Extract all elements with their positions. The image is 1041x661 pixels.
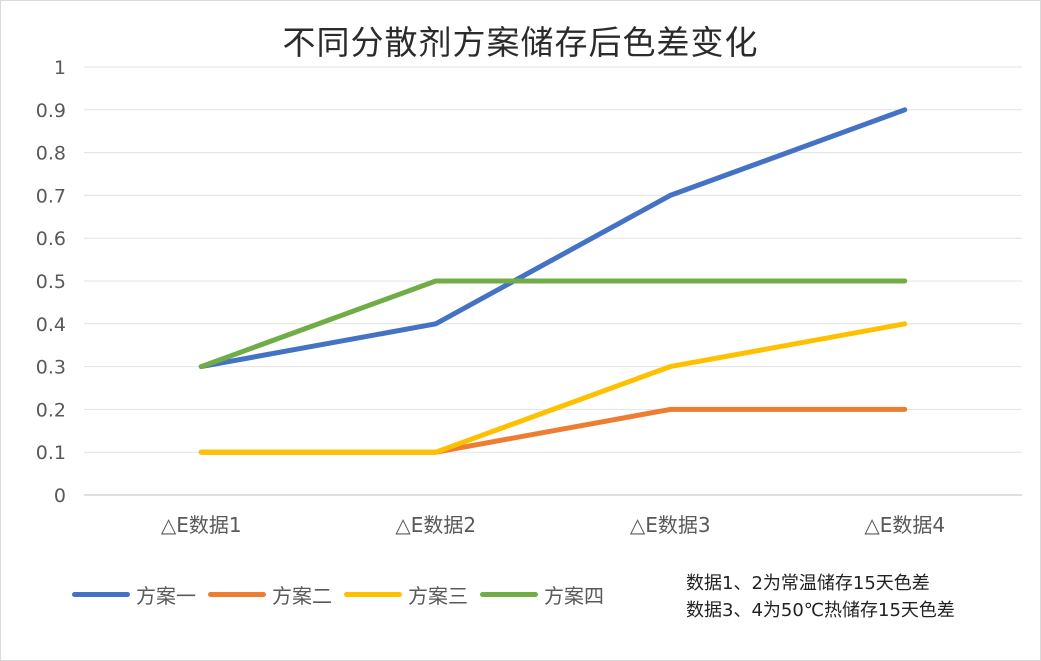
data-point — [903, 108, 907, 112]
y-tick-label: 0.6 — [36, 228, 66, 250]
data-point — [668, 193, 672, 197]
y-tick-label: 0.9 — [36, 100, 66, 122]
legend-item: 方案四 — [480, 580, 608, 609]
legend-item: 方案一 — [72, 580, 200, 609]
legend-item: 方案三 — [344, 580, 472, 609]
data-point — [434, 450, 438, 454]
chart-note: 数据1、2为常温储存15天色差 数据3、4为50℃热储存15天色差 — [686, 570, 955, 624]
series-line-4 — [198, 278, 908, 370]
legend-swatch — [344, 592, 402, 597]
y-tick-label: 0.4 — [36, 314, 66, 336]
data-point — [903, 322, 907, 326]
y-tick-label: 0 — [54, 485, 66, 507]
data-point — [668, 279, 672, 283]
legend-swatch — [480, 592, 538, 597]
x-tick-label: △E数据3 — [630, 513, 711, 537]
legend-label: 方案四 — [544, 584, 604, 608]
legend-label: 方案三 — [408, 584, 468, 608]
legend-label: 方案二 — [272, 584, 332, 608]
legend-item: 方案二 — [208, 580, 336, 609]
y-tick-label: 0.2 — [36, 399, 66, 421]
series-line-1 — [198, 107, 908, 370]
legend-swatch — [72, 592, 130, 597]
data-point — [903, 279, 907, 283]
chart-legend: 方案一 方案二 方案三 方案四 — [72, 580, 616, 609]
x-tick-label: △E数据1 — [161, 513, 242, 537]
data-point — [199, 365, 203, 369]
data-point — [668, 365, 672, 369]
chart-title: 不同分散剂方案储存后色差变化 — [282, 23, 759, 62]
data-point — [434, 322, 438, 326]
y-tick-label: 0.8 — [36, 143, 66, 165]
y-tick-label: 0.1 — [36, 442, 66, 464]
legend-label: 方案一 — [136, 584, 196, 608]
y-tick-label: 1 — [54, 57, 66, 79]
x-tick-label: △E数据2 — [395, 513, 476, 537]
series-line-3 — [198, 321, 908, 455]
data-point — [668, 407, 672, 411]
y-tick-label: 0.3 — [36, 357, 66, 379]
series-line-2 — [198, 406, 908, 455]
data-point — [903, 407, 907, 411]
y-tick-label: 0.5 — [36, 271, 66, 293]
note-line: 数据3、4为50℃热储存15天色差 — [686, 600, 955, 621]
x-tick-label: △E数据4 — [864, 513, 945, 537]
y-tick-label: 0.7 — [36, 185, 66, 207]
legend-swatch — [208, 592, 266, 597]
note-line: 数据1、2为常温储存15天色差 — [686, 573, 930, 594]
data-point — [199, 450, 203, 454]
data-point — [434, 279, 438, 283]
